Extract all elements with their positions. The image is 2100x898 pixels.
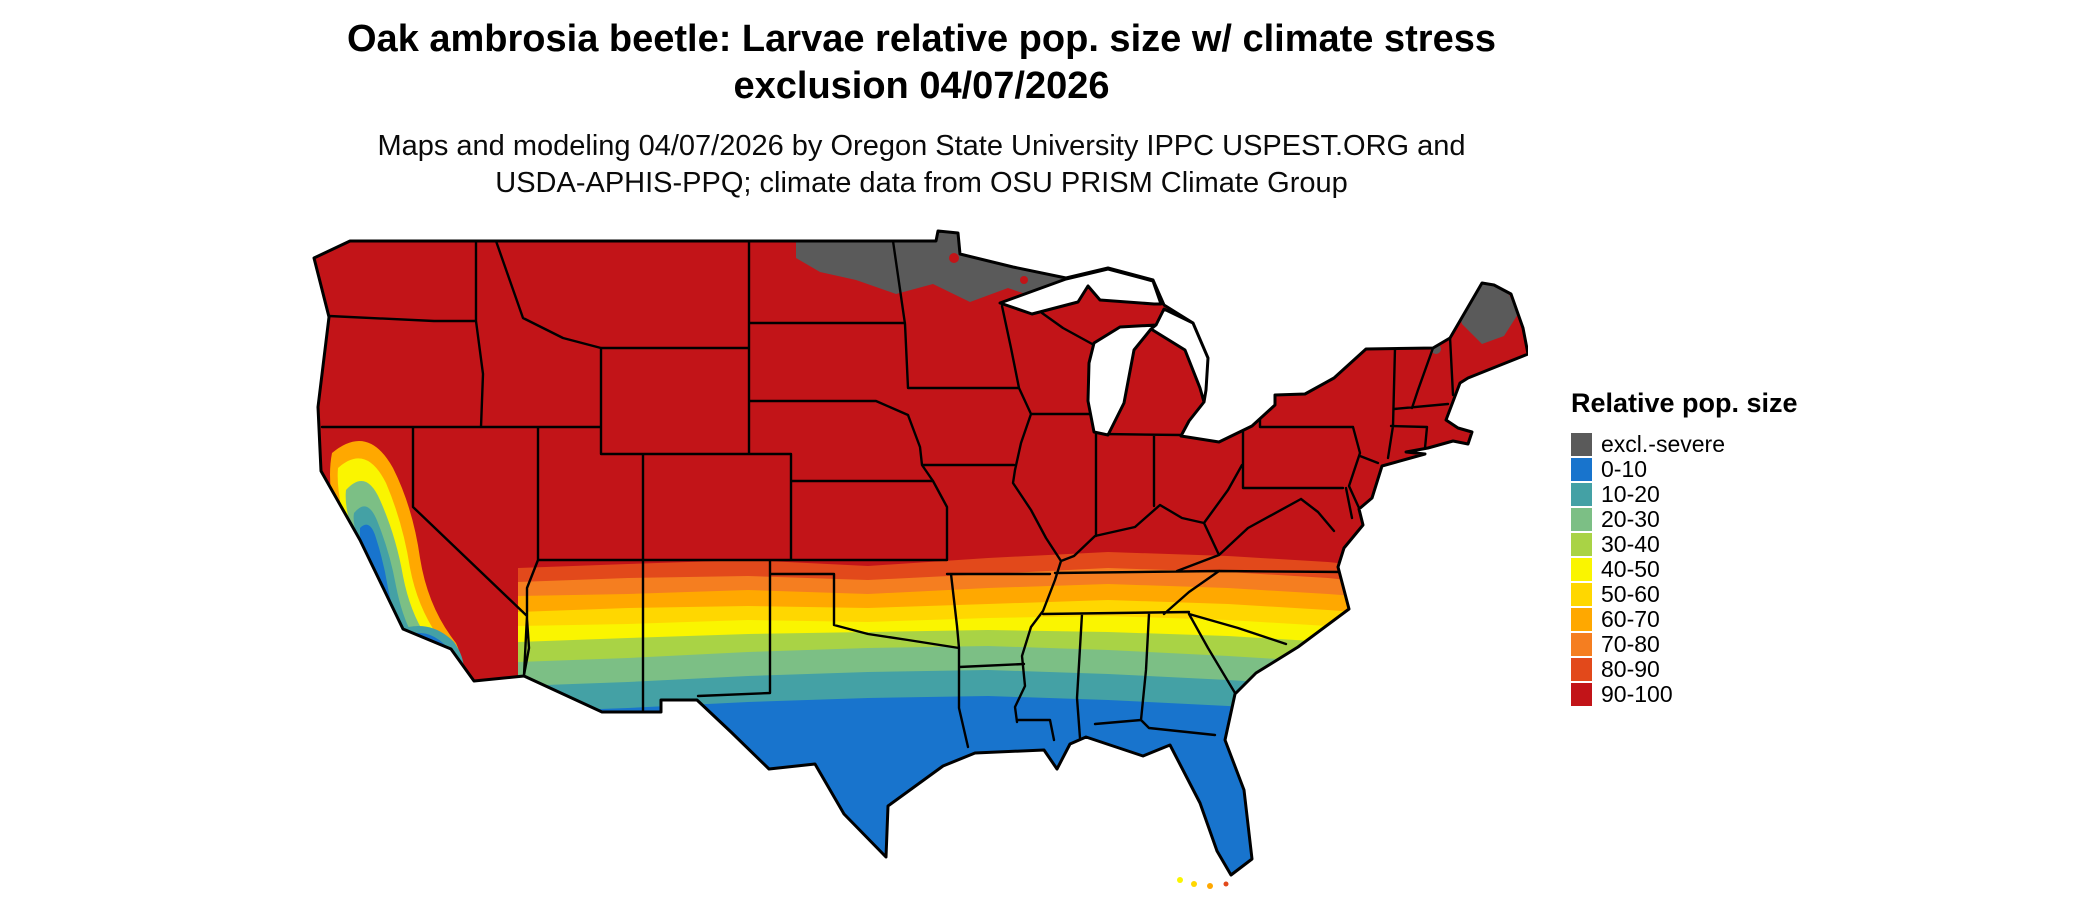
legend-item: excl.-severe — [1571, 431, 1798, 457]
legend-item-label: 10-20 — [1601, 481, 1660, 507]
keys-dot — [1191, 881, 1197, 887]
legend-item: 30-40 — [1571, 531, 1798, 557]
legend-color-swatch — [1571, 483, 1592, 506]
map-subtitle-line-1: Maps and modeling 04/07/2026 by Oregon S… — [377, 130, 1466, 163]
legend-color-swatch — [1571, 583, 1592, 606]
legend-item: 20-30 — [1571, 506, 1798, 532]
legend-item: 40-50 — [1571, 556, 1798, 582]
legend-color-swatch — [1571, 533, 1592, 556]
border-lakes-red-fleck — [949, 253, 959, 263]
legend-items: excl.-severe 0-10 10-20 20-30 30-40 40-50 50-6… — [1571, 431, 1798, 707]
map-fill-layers — [314, 231, 1528, 875]
state-borders — [320, 239, 1455, 749]
legend-item: 60-70 — [1571, 606, 1798, 632]
legend-item: 90-100 — [1571, 681, 1798, 707]
us-outline — [312, 229, 1530, 877]
legend-color-swatch — [1571, 433, 1592, 456]
legend-item: 0-10 — [1571, 456, 1798, 482]
legend-item: 50-60 — [1571, 581, 1798, 607]
legend-item-label: 20-30 — [1601, 506, 1660, 532]
legend-item-label: 60-70 — [1601, 606, 1660, 632]
legend-color-swatch — [1571, 608, 1592, 631]
keys-dot — [1207, 883, 1213, 889]
legend-item-label: 50-60 — [1601, 581, 1660, 607]
legend-color-swatch — [1571, 508, 1592, 531]
arrowhead-red-fleck — [1020, 276, 1028, 284]
legend-item: 70-80 — [1571, 631, 1798, 657]
legend-item: 80-90 — [1571, 656, 1798, 682]
keys-dot — [1177, 877, 1183, 883]
legend-color-swatch — [1571, 683, 1592, 706]
legend-color-swatch — [1571, 658, 1592, 681]
legend-item-label: 90-100 — [1601, 681, 1673, 707]
legend-item-label: 30-40 — [1601, 531, 1660, 557]
legend-color-swatch — [1571, 633, 1592, 656]
map-title-line-2: exclusion 04/07/2026 — [733, 65, 1110, 108]
legend-color-swatch — [1571, 558, 1592, 581]
keys-dot — [1223, 881, 1229, 887]
header: Oak ambrosia beetle: Larvae relative pop… — [0, 16, 1843, 201]
us-population-map — [308, 228, 1530, 893]
legend-item-label: 70-80 — [1601, 631, 1660, 657]
legend-item-label: 80-90 — [1601, 656, 1660, 682]
legend-item-label: excl.-severe — [1601, 431, 1725, 457]
legend: Relative pop. size excl.-severe 0-10 10-20… — [1571, 388, 1798, 707]
legend-color-swatch — [1571, 458, 1592, 481]
map-title-line-1: Oak ambrosia beetle: Larvae relative pop… — [347, 18, 1496, 60]
legend-title: Relative pop. size — [1571, 388, 1798, 418]
us-map-svg — [312, 229, 1530, 889]
map-subtitle-line-2: USDA-APHIS-PPQ; climate data from OSU PR… — [495, 166, 1348, 199]
map-subtitle: Maps and modeling 04/07/2026 by Oregon S… — [0, 128, 1843, 201]
legend-item: 10-20 — [1571, 481, 1798, 507]
legend-item-label: 0-10 — [1601, 456, 1648, 482]
florida-keys-dots — [1177, 877, 1229, 889]
legend-item-label: 40-50 — [1601, 556, 1660, 582]
